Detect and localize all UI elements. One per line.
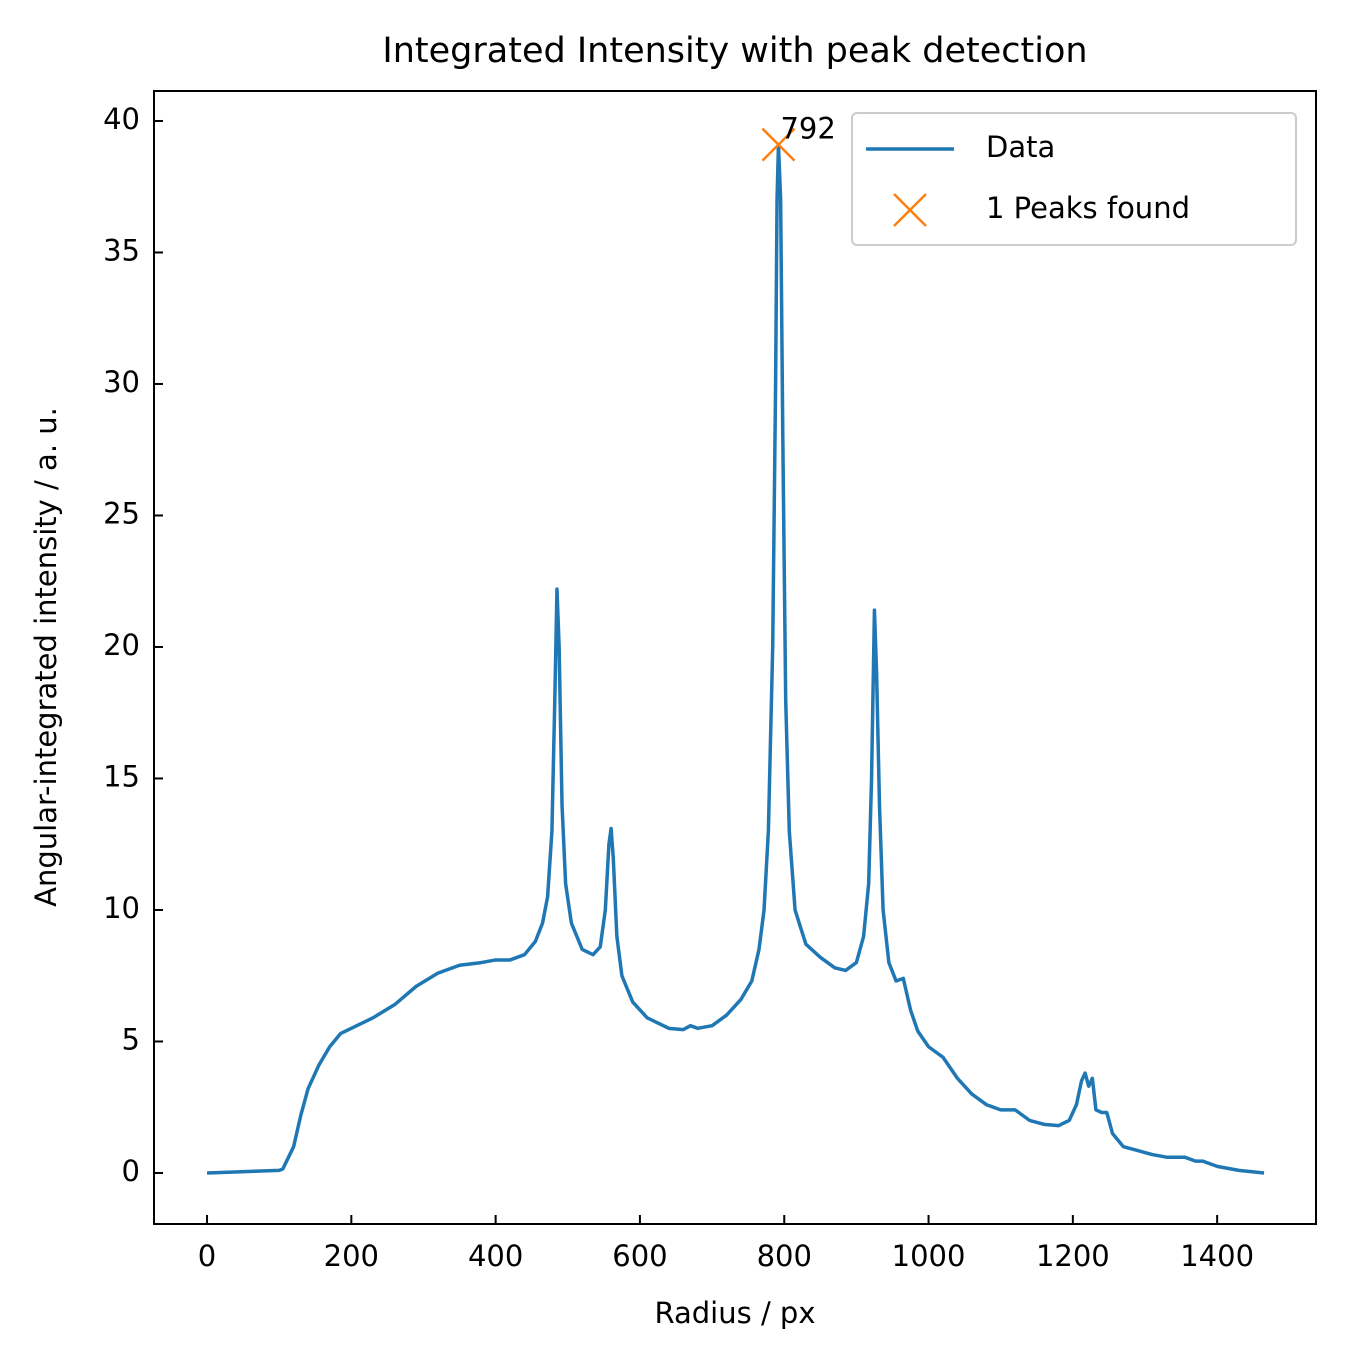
- x-tick-label: 0: [198, 1239, 216, 1273]
- y-tick-label: 15: [103, 759, 140, 793]
- y-tick-label: 25: [103, 496, 140, 530]
- peak-marker: [761, 127, 796, 162]
- legend-label: Data: [986, 130, 1055, 164]
- plot-frame: [153, 90, 1317, 1225]
- y-tick-label: 20: [103, 628, 140, 662]
- legend-label: 1 Peaks found: [986, 191, 1190, 225]
- x-tick-label: 1400: [1180, 1239, 1254, 1273]
- x-tick-label: 400: [468, 1239, 523, 1273]
- x-tick-label: 200: [324, 1239, 379, 1273]
- y-tick-label: 0: [122, 1154, 140, 1188]
- y-tick-label: 35: [103, 233, 140, 267]
- y-axis-label: Angular-integrated intensity / a. u.: [29, 407, 63, 907]
- x-tick-label: 600: [612, 1239, 667, 1273]
- x-tick-label: 800: [757, 1239, 812, 1273]
- y-tick-label: 30: [103, 365, 140, 399]
- x-axis-label: Radius / px: [654, 1296, 815, 1330]
- y-tick-label: 10: [103, 891, 140, 925]
- legend-box: [851, 112, 1297, 246]
- x-tick-label: 1000: [892, 1239, 966, 1273]
- marker-x: [761, 127, 796, 162]
- peak-marker: [893, 193, 927, 227]
- annotation: 792: [780, 112, 835, 146]
- x-tick-label: 1200: [1036, 1239, 1110, 1273]
- y-tick-label: 5: [122, 1022, 140, 1056]
- chart-title: Integrated Intensity with peak detection: [382, 31, 1087, 71]
- data-line: [206, 142, 1265, 1175]
- legend: Data 1 Peaks found: [851, 112, 1297, 246]
- y-tick-label: 40: [103, 102, 140, 136]
- marker-x: [893, 193, 927, 227]
